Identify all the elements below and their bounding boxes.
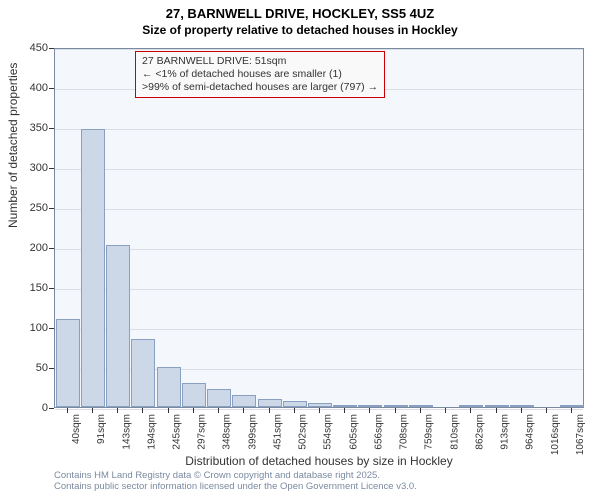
x-tick-mark — [496, 408, 497, 413]
bar — [283, 401, 307, 407]
x-tick-label: 913sqm — [500, 414, 511, 450]
bar — [485, 405, 509, 407]
y-tick-label: 250 — [30, 202, 48, 214]
bar — [106, 245, 130, 407]
y-axis: 050100150200250300350400450 — [0, 48, 54, 408]
annotation-callout: 27 BARNWELL DRIVE: 51sqm ← <1% of detach… — [135, 51, 385, 98]
bar — [560, 405, 584, 407]
x-tick-label: 348sqm — [222, 414, 233, 450]
x-axis: 40sqm 91sqm 143sqm 194sqm 245sqm 297sqm 348sqm… — [54, 408, 584, 460]
x-tick-label: 245sqm — [172, 414, 183, 450]
x-tick-mark — [445, 408, 446, 413]
x-tick-label: 40sqm — [71, 414, 82, 444]
page-subtitle: Size of property relative to detached ho… — [0, 21, 600, 39]
x-tick-label: 862sqm — [474, 414, 485, 450]
x-tick-label: 1067sqm — [575, 414, 586, 455]
bar — [384, 405, 408, 407]
chart-plot-area: 27 BARNWELL DRIVE: 51sqm ← <1% of detach… — [54, 48, 584, 408]
x-tick-mark — [218, 408, 219, 413]
y-tick-label: 50 — [36, 362, 48, 374]
footer-attribution: Contains HM Land Registry data © Crown c… — [54, 470, 417, 493]
x-tick-label: 502sqm — [298, 414, 309, 450]
x-tick-mark — [521, 408, 522, 413]
bar — [232, 395, 256, 407]
y-tick-label: 100 — [30, 322, 48, 334]
callout-line-1: 27 BARNWELL DRIVE: 51sqm — [142, 55, 378, 68]
y-tick-label: 0 — [42, 402, 48, 414]
footer-line-2: Contains public sector information licen… — [54, 481, 417, 492]
x-tick-mark — [470, 408, 471, 413]
x-tick-label: 194sqm — [146, 414, 157, 450]
x-tick-label: 554sqm — [323, 414, 334, 450]
x-tick-mark — [344, 408, 345, 413]
bar — [81, 129, 105, 407]
bar — [56, 319, 80, 407]
y-tick-label: 400 — [30, 82, 48, 94]
x-tick-label: 810sqm — [449, 414, 460, 450]
x-tick-label: 451sqm — [273, 414, 284, 450]
bar — [459, 405, 483, 407]
x-tick-mark — [420, 408, 421, 413]
x-tick-label: 399sqm — [247, 414, 258, 450]
bar — [131, 339, 155, 407]
y-tick-label: 150 — [30, 282, 48, 294]
bar — [358, 405, 382, 407]
callout-line-2: ← <1% of detached houses are smaller (1) — [142, 68, 378, 81]
x-tick-mark — [193, 408, 194, 413]
x-tick-label: 1016sqm — [550, 414, 561, 455]
bar — [333, 405, 357, 407]
x-tick-label: 656sqm — [373, 414, 384, 450]
x-tick-mark — [243, 408, 244, 413]
callout-line-3: >99% of semi-detached houses are larger … — [142, 81, 378, 94]
bar — [182, 383, 206, 407]
x-axis-label: Distribution of detached houses by size … — [54, 454, 584, 468]
x-tick-mark — [168, 408, 169, 413]
bar — [308, 403, 332, 407]
x-tick-label: 91sqm — [96, 414, 107, 444]
x-tick-label: 143sqm — [121, 414, 132, 450]
x-tick-label: 708sqm — [399, 414, 410, 450]
y-tick-label: 200 — [30, 242, 48, 254]
x-tick-label: 964sqm — [525, 414, 536, 450]
x-tick-label: 759sqm — [424, 414, 435, 450]
bar-series — [55, 49, 583, 407]
page-title: 27, BARNWELL DRIVE, HOCKLEY, SS5 4UZ — [0, 0, 600, 21]
x-tick-mark — [395, 408, 396, 413]
x-tick-mark — [571, 408, 572, 413]
y-tick-label: 450 — [30, 42, 48, 54]
y-tick-label: 350 — [30, 122, 48, 134]
x-tick-mark — [67, 408, 68, 413]
bar — [207, 389, 231, 407]
x-tick-label: 297sqm — [197, 414, 208, 450]
x-tick-mark — [142, 408, 143, 413]
x-tick-mark — [546, 408, 547, 413]
x-tick-mark — [319, 408, 320, 413]
x-tick-mark — [294, 408, 295, 413]
x-tick-mark — [117, 408, 118, 413]
x-tick-mark — [369, 408, 370, 413]
bar — [157, 367, 181, 407]
bar — [258, 399, 282, 407]
footer-line-1: Contains HM Land Registry data © Crown c… — [54, 470, 417, 481]
x-tick-label: 605sqm — [348, 414, 359, 450]
bar — [409, 405, 433, 407]
x-tick-mark — [92, 408, 93, 413]
bar — [510, 405, 534, 407]
x-tick-mark — [269, 408, 270, 413]
y-tick-label: 300 — [30, 162, 48, 174]
